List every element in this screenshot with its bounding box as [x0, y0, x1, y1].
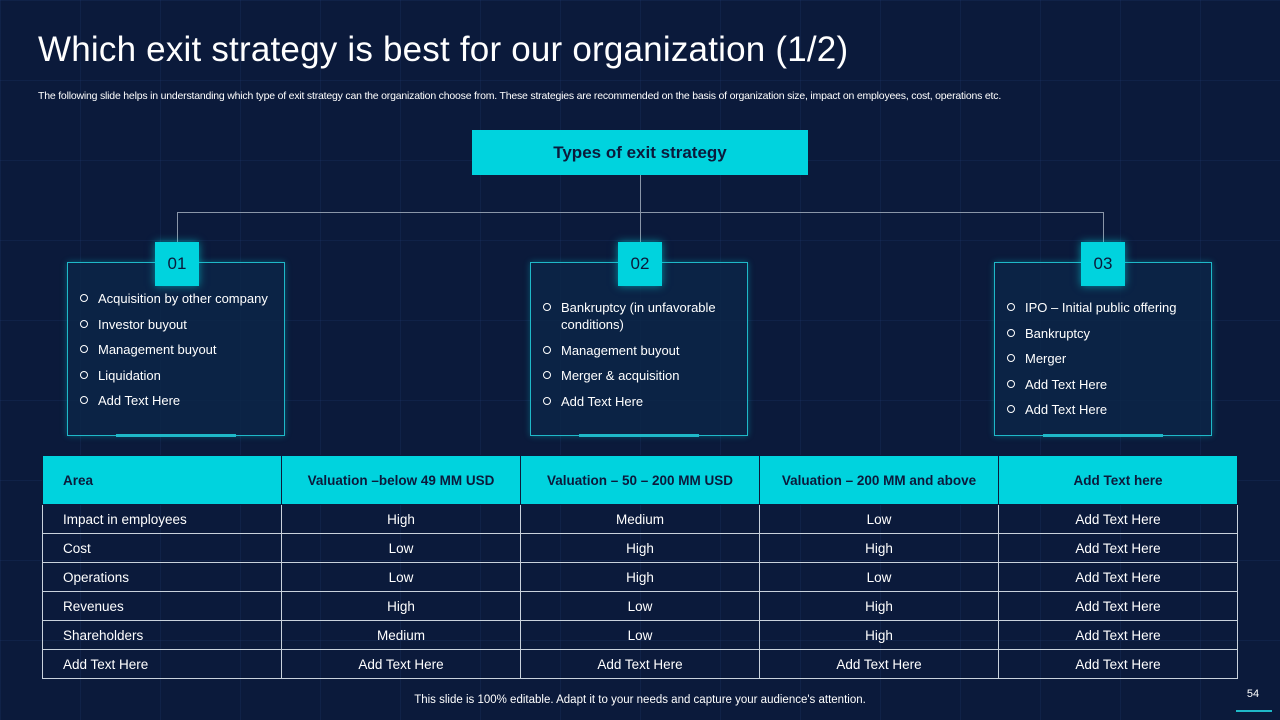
- table-cell: High: [759, 591, 999, 621]
- table-row: Cost Low High High Add Text Here: [42, 533, 1238, 563]
- circle-bullet-icon: [80, 396, 88, 404]
- strategy-list-01: Acquisition by other company Investor bu…: [80, 290, 276, 418]
- circle-bullet-icon: [1007, 354, 1015, 362]
- circle-bullet-icon: [80, 370, 88, 379]
- list-item: Liquidation: [80, 367, 276, 384]
- table-header-row: Area Valuation –below 49 MM USD Valuatio…: [42, 455, 1238, 505]
- table-cell: Add Text Here: [998, 649, 1238, 679]
- list-item: Merger & acquisition: [543, 367, 739, 384]
- exit-strategy-types-box: Types of exit strategy: [472, 130, 808, 175]
- circle-bullet-icon: [543, 396, 551, 405]
- exit-strategy-types-label: Types of exit strategy: [553, 142, 727, 162]
- strategy-card-02: Bankruptcy (in unfavorable conditions) M…: [530, 262, 748, 437]
- table-cell: Shareholders: [42, 620, 282, 650]
- list-item: Investor buyout: [80, 316, 276, 333]
- column-header: Valuation –below 49 MM USD: [281, 455, 521, 505]
- table-cell: High: [520, 562, 760, 592]
- table-row: Shareholders Medium Low High Add Text He…: [42, 620, 1238, 650]
- table-cell: Low: [520, 620, 760, 650]
- footer-note: This slide is 100% editable. Adapt it to…: [414, 694, 866, 706]
- connector-root-vertical: [640, 175, 641, 242]
- circle-bullet-icon: [1007, 303, 1015, 311]
- table-row: Revenues High Low High Add Text Here: [42, 591, 1238, 621]
- table-row: Operations Low High Low Add Text Here: [42, 562, 1238, 592]
- table-cell: Impact in employees: [42, 504, 282, 534]
- circle-bullet-icon: [543, 303, 551, 311]
- list-item: Merger: [1007, 350, 1203, 367]
- table-cell: Add Text Here: [998, 620, 1238, 650]
- column-header: Valuation – 50 – 200 MM USD: [520, 455, 760, 505]
- strategy-card-03: IPO – Initial public offering Bankruptcy…: [994, 262, 1212, 437]
- list-item: Bankruptcy (in unfavorable conditions): [543, 299, 739, 333]
- table-cell: Low: [281, 533, 521, 563]
- table-cell: Low: [281, 562, 521, 592]
- page-number: 54: [1246, 688, 1260, 700]
- table-cell: Low: [759, 562, 999, 592]
- table-cell: Add Text Here: [759, 649, 999, 679]
- list-item: Add Text Here: [80, 392, 276, 409]
- table-cell: Add Text Here: [998, 562, 1238, 592]
- circle-bullet-icon: [80, 294, 88, 302]
- table-cell: Low: [759, 504, 999, 534]
- valuation-comparison-table: Area Valuation –below 49 MM USD Valuatio…: [42, 455, 1238, 679]
- circle-bullet-icon: [1007, 328, 1015, 337]
- table-cell: Operations: [42, 562, 282, 592]
- circle-bullet-icon: [80, 345, 88, 353]
- number-badge-02: 02: [618, 242, 662, 286]
- table-cell: Cost: [42, 533, 282, 563]
- table-cell: High: [281, 504, 521, 534]
- list-item: Bankruptcy: [1007, 325, 1203, 342]
- circle-bullet-icon: [543, 345, 551, 354]
- table-cell: Medium: [281, 620, 521, 650]
- list-item: IPO – Initial public offering: [1007, 299, 1203, 316]
- slide-subtitle: The following slide helps in understandi…: [38, 90, 1002, 102]
- table-cell: High: [520, 533, 760, 563]
- table-cell: High: [281, 591, 521, 621]
- table-cell: Add Text Here: [998, 591, 1238, 621]
- table-cell: Low: [520, 591, 760, 621]
- column-header: Valuation – 200 MM and above: [759, 455, 999, 505]
- connector-right-vertical: [1103, 212, 1104, 242]
- list-item: Add Text Here: [1007, 401, 1203, 418]
- table-cell: Add Text Here: [281, 649, 521, 679]
- table-cell: Add Text Here: [998, 504, 1238, 534]
- table-row: Impact in employees High Medium Low Add …: [42, 504, 1238, 534]
- table-cell: High: [759, 533, 999, 563]
- column-header: Area: [42, 455, 282, 505]
- list-item: Management buyout: [80, 341, 276, 358]
- strategy-list-02: Bankruptcy (in unfavorable conditions) M…: [543, 299, 739, 418]
- connector-left-vertical: [177, 212, 178, 242]
- page-number-underline: [1236, 710, 1272, 712]
- table-cell: Medium: [520, 504, 760, 534]
- table-cell: High: [759, 620, 999, 650]
- circle-bullet-icon: [80, 319, 88, 328]
- card-accent-bar: [1043, 434, 1163, 437]
- table-cell: Add Text Here: [520, 649, 760, 679]
- circle-bullet-icon: [543, 371, 551, 379]
- circle-bullet-icon: [1007, 405, 1015, 413]
- number-badge-03: 03: [1081, 242, 1125, 286]
- card-accent-bar: [579, 434, 699, 437]
- circle-bullet-icon: [1007, 379, 1015, 388]
- strategy-list-03: IPO – Initial public offering Bankruptcy…: [1007, 299, 1203, 427]
- column-header: Add Text here: [998, 455, 1238, 505]
- table-cell: Add Text Here: [998, 533, 1238, 563]
- table-cell: Revenues: [42, 591, 282, 621]
- list-item: Add Text Here: [1007, 376, 1203, 393]
- table-row: Add Text Here Add Text Here Add Text Her…: [42, 649, 1238, 679]
- slide-title: Which exit strategy is best for our orga…: [38, 30, 849, 69]
- card-accent-bar: [116, 434, 236, 437]
- list-item: Add Text Here: [543, 393, 739, 410]
- list-item: Management buyout: [543, 342, 739, 359]
- connector-horizontal: [177, 212, 1104, 213]
- strategy-card-01: Acquisition by other company Investor bu…: [67, 262, 285, 437]
- list-item: Acquisition by other company: [80, 290, 276, 307]
- number-badge-01: 01: [155, 242, 199, 286]
- table-cell: Add Text Here: [42, 649, 282, 679]
